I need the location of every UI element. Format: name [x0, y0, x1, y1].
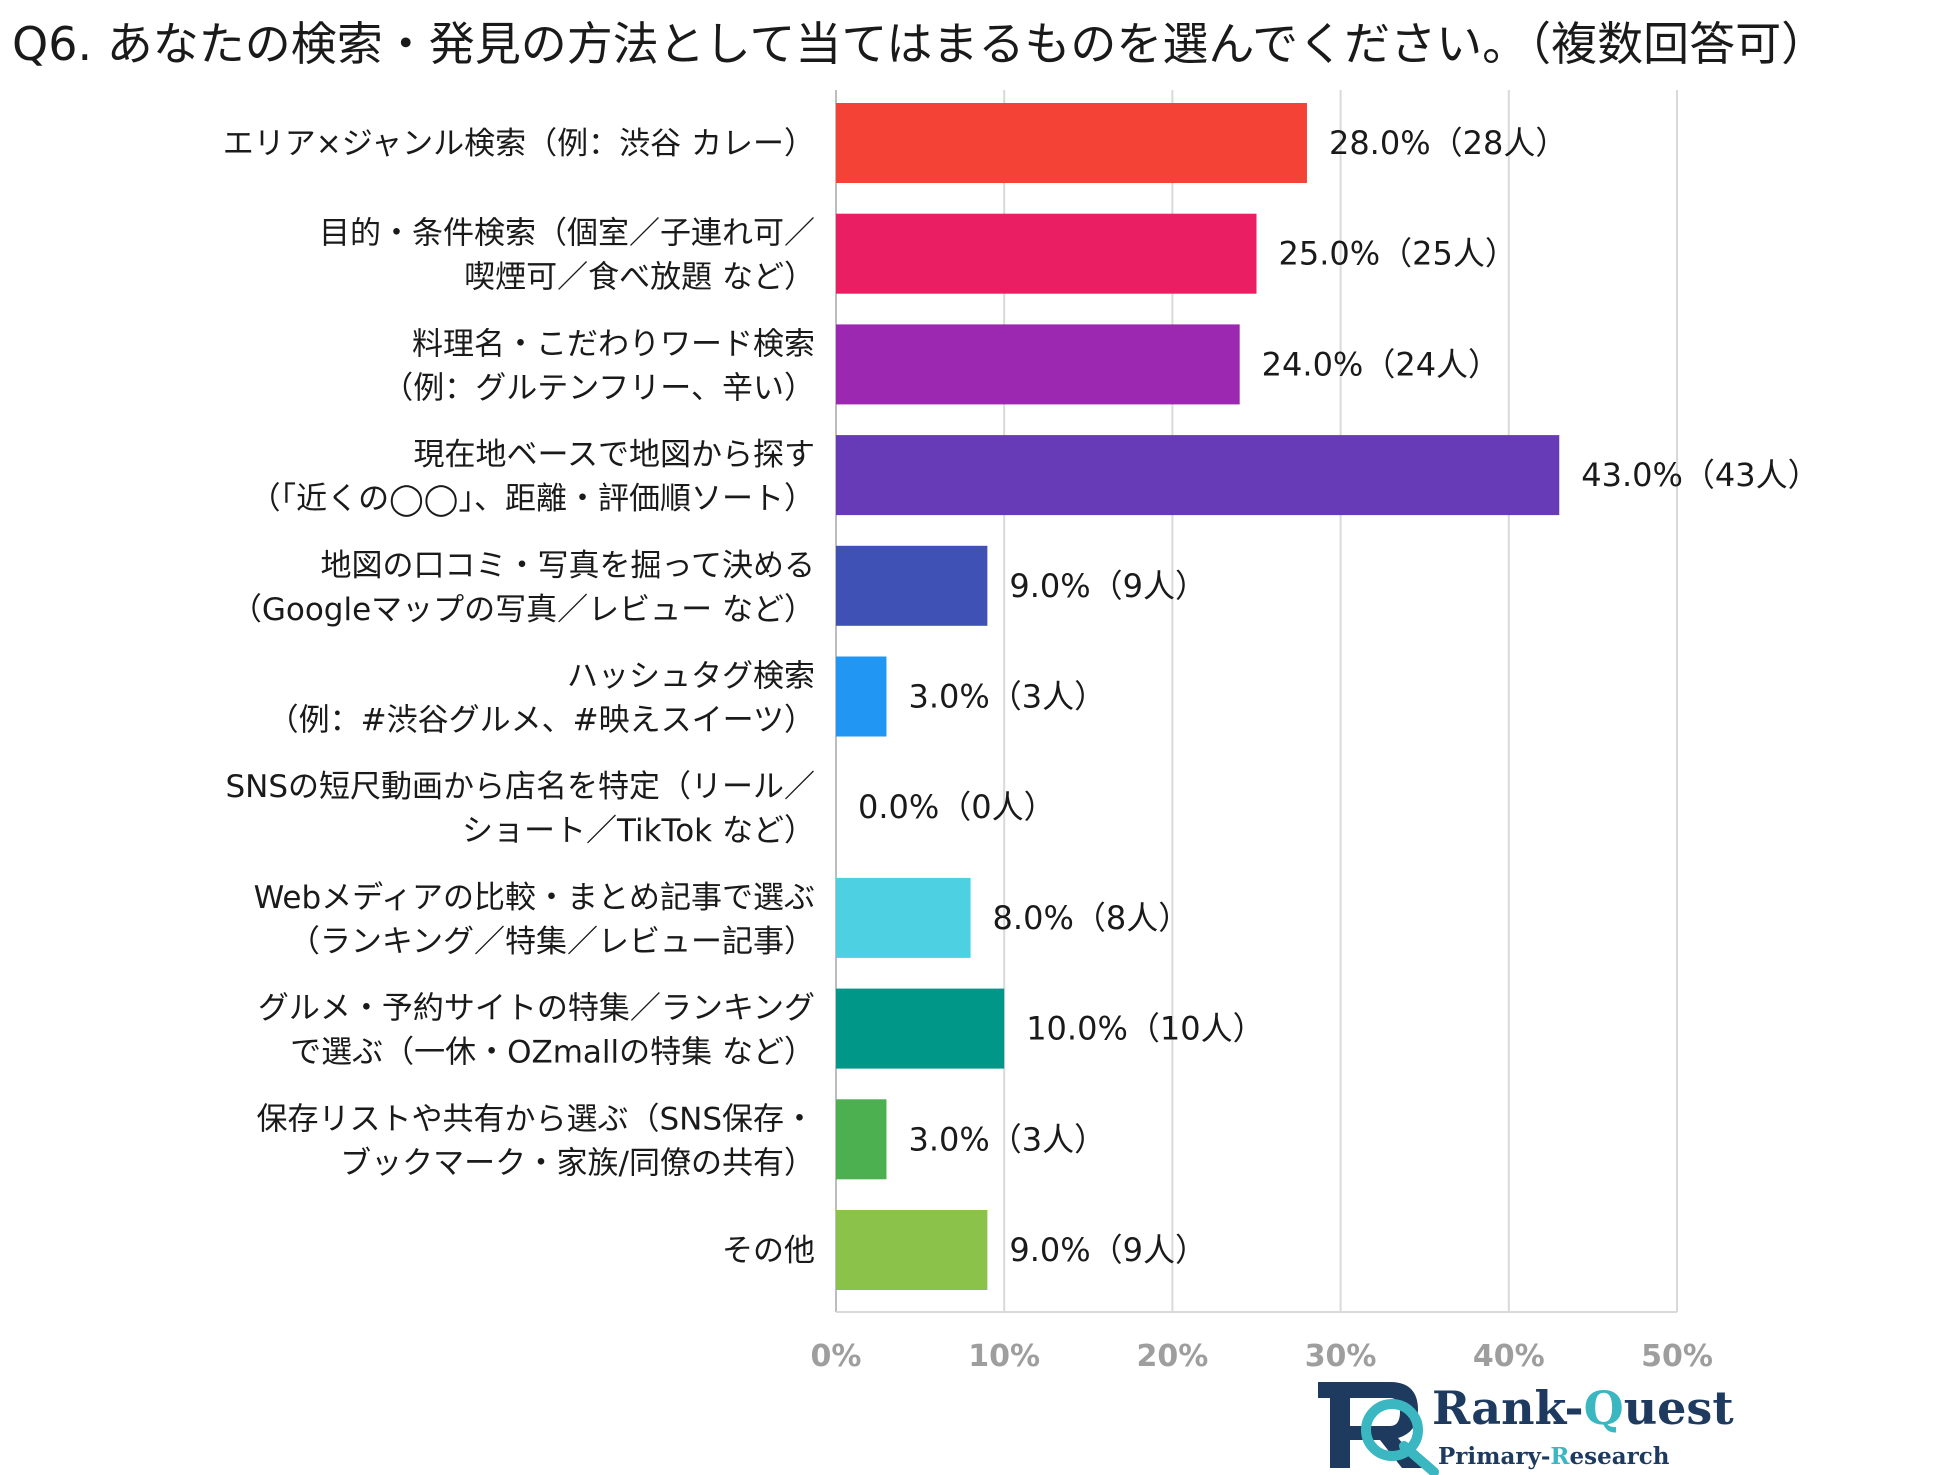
- logo-subtitle: Primary-Research: [1438, 1443, 1670, 1470]
- category-label: （「近くの◯◯」、距離・評価順ソート）: [250, 481, 815, 517]
- category-label: 保存リストや共有から選ぶ（SNS保存・: [256, 1101, 815, 1137]
- data-label: 3.0%（3人）: [908, 1120, 1106, 1158]
- category-label: （ランキング／特集／レビュー記事）: [289, 924, 815, 960]
- x-tick-label: 0%: [811, 1339, 862, 1374]
- category-labels: エリア×ジャンル検索（例：渋谷 カレー） 目的・条件検索（個室／子連れ可／ 喫煙可／…: [223, 126, 815, 1269]
- x-tick-label: 40%: [1473, 1339, 1545, 1374]
- bar: [836, 1210, 988, 1290]
- category-label: で選ぶ（一休・OZmallの特集 など）: [290, 1035, 815, 1071]
- category-label: 喫煙可／食べ放題 など）: [464, 260, 815, 296]
- data-label: 3.0%（3人）: [908, 678, 1106, 716]
- x-tick-label: 10%: [968, 1339, 1040, 1374]
- data-label: 24.0%（24人）: [1262, 345, 1500, 383]
- chart-title: Q6. あなたの検索・発見の方法として当てはまるものを選んでください。（複数回答…: [12, 17, 1827, 71]
- data-label: 9.0%（9人）: [1009, 1231, 1207, 1269]
- rank-quest-logo: Rank-Quest Primary-Research: [1318, 1381, 1734, 1475]
- bar: [836, 1099, 887, 1180]
- category-label: （Googleマップの写真／レビュー など）: [231, 592, 815, 628]
- data-label: 0.0%（0人）: [858, 788, 1056, 826]
- category-label: ハッシュタグ検索: [567, 659, 815, 695]
- category-label: その他: [722, 1233, 815, 1269]
- x-tick-label: 20%: [1136, 1339, 1208, 1374]
- category-label: エリア×ジャンル検索（例：渋谷 カレー）: [223, 126, 815, 162]
- bar-series: [836, 103, 1560, 1290]
- bar: [836, 656, 887, 737]
- bar: [836, 213, 1257, 294]
- category-label: グルメ・予約サイトの特集／ランキング: [258, 991, 815, 1027]
- bar: [836, 324, 1240, 405]
- bar: [836, 103, 1307, 183]
- bar: [836, 988, 1005, 1069]
- data-label: 43.0%（43人）: [1581, 456, 1819, 494]
- data-label: 25.0%（25人）: [1279, 235, 1517, 273]
- category-label: ブックマーク・家族/同僚の共有）: [340, 1145, 815, 1181]
- category-label: ショート／TikTok など）: [462, 813, 815, 849]
- category-label: 地図の口コミ・写真を掘って決める: [321, 548, 815, 584]
- category-label: Webメディアの比較・まとめ記事で選ぶ: [254, 880, 815, 916]
- x-axis-ticks: 0% 10% 20% 30% 40% 50%: [811, 1339, 1713, 1374]
- category-label: SNSの短尺動画から店名を特定（リール／: [225, 769, 815, 805]
- bar: [836, 877, 971, 958]
- data-label: 28.0%（28人）: [1329, 124, 1567, 162]
- category-label: （例：グルテンフリー、辛い）: [382, 370, 815, 406]
- bar: [836, 435, 1560, 516]
- category-label: 目的・条件検索（個室／子連れ可／: [319, 216, 815, 252]
- bar: [836, 545, 988, 626]
- logo-name: Rank-Quest: [1432, 1381, 1734, 1435]
- logo-icon: [1318, 1382, 1439, 1475]
- x-tick-label: 50%: [1641, 1339, 1713, 1374]
- data-label: 9.0%（9人）: [1009, 567, 1207, 605]
- category-label: 料理名・こだわりワード検索: [412, 326, 815, 362]
- data-label: 10.0%（10人）: [1026, 1010, 1264, 1048]
- value-labels: 28.0%（28人） 25.0%（25人） 24.0%（24人） 43.0%（43人）…: [858, 124, 1820, 1269]
- data-label: 8.0%（8人）: [993, 899, 1191, 937]
- x-tick-label: 30%: [1305, 1339, 1377, 1374]
- category-label: （例：#渋谷グルメ、#映えスイーツ）: [268, 703, 815, 739]
- category-label: 現在地ベースで地図から探す: [414, 437, 815, 473]
